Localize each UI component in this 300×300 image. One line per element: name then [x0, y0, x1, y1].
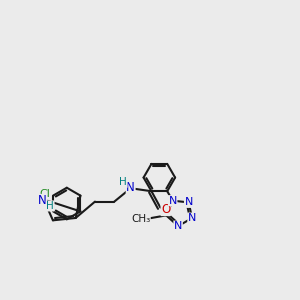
Text: N: N	[126, 181, 135, 194]
Text: N: N	[174, 221, 182, 231]
Text: H: H	[119, 177, 127, 187]
Text: N: N	[188, 213, 196, 223]
Text: N: N	[184, 197, 193, 207]
Text: H: H	[46, 201, 54, 211]
Text: CH₃: CH₃	[131, 214, 150, 224]
Text: N: N	[169, 196, 177, 206]
Text: Cl: Cl	[39, 189, 50, 199]
Text: O: O	[161, 202, 170, 215]
Text: N: N	[38, 194, 46, 207]
